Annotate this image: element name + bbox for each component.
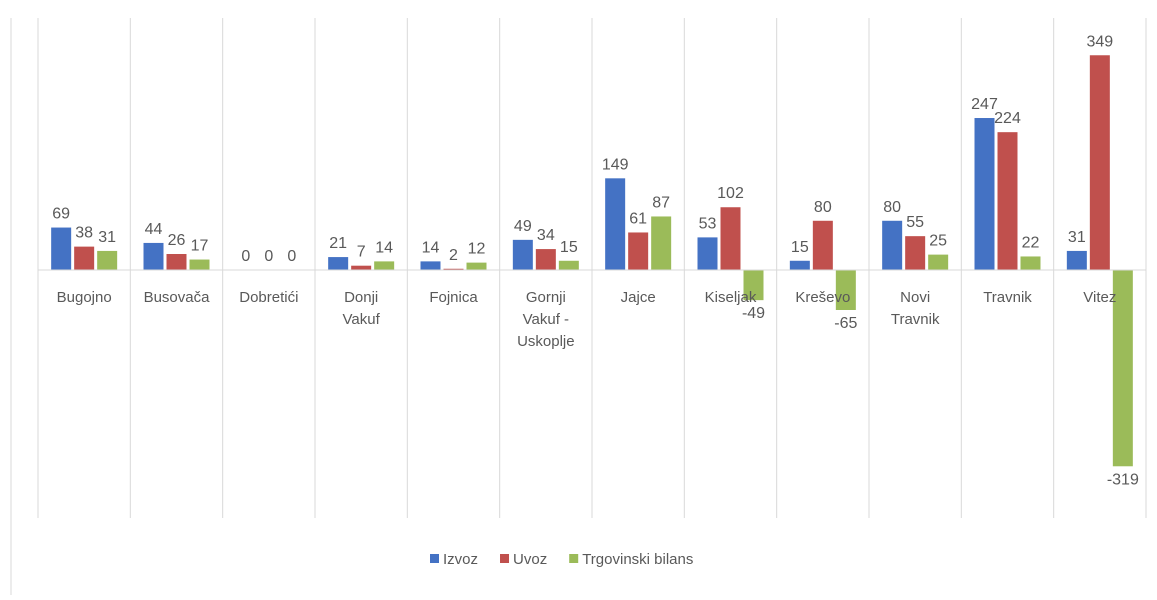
data-label: 12 xyxy=(468,241,486,258)
data-label: 25 xyxy=(929,233,947,250)
bar xyxy=(51,227,72,270)
bar xyxy=(420,261,441,270)
legend-swatch xyxy=(500,554,510,563)
data-label: 53 xyxy=(699,215,717,232)
data-label: -319 xyxy=(1107,471,1139,488)
data-label: 349 xyxy=(1086,33,1113,50)
category-label: Gornji Vakuf -Uskoplje xyxy=(517,289,575,350)
data-label: 61 xyxy=(629,210,647,227)
data-label: 2 xyxy=(449,247,458,264)
bar xyxy=(166,254,187,270)
bar xyxy=(143,242,164,270)
bar xyxy=(605,178,626,270)
bar xyxy=(1020,256,1041,270)
data-label: 26 xyxy=(168,232,186,249)
bar xyxy=(997,132,1018,270)
data-label: 55 xyxy=(906,214,924,231)
data-label: 0 xyxy=(241,248,250,265)
legend-swatch xyxy=(430,554,439,563)
data-label: 14 xyxy=(422,239,440,256)
bar xyxy=(720,207,741,270)
bar xyxy=(74,246,95,270)
data-label: 102 xyxy=(717,185,744,202)
data-label: -65 xyxy=(834,315,857,332)
data-label: 69 xyxy=(52,206,70,223)
data-label: 15 xyxy=(791,239,809,256)
data-label: 17 xyxy=(191,238,209,255)
category-label: Travnik xyxy=(983,289,1032,306)
bar xyxy=(374,261,395,270)
data-label: 224 xyxy=(994,110,1021,127)
bar xyxy=(535,249,556,270)
bar xyxy=(697,237,718,270)
data-label: 0 xyxy=(287,248,296,265)
category-label: Fojnica xyxy=(429,289,478,306)
data-label: 49 xyxy=(514,218,532,235)
legend-label: Izvoz xyxy=(443,551,478,568)
bar xyxy=(1112,270,1133,467)
bar xyxy=(651,216,672,270)
category-label: Donji Vakuf xyxy=(343,289,381,328)
bar xyxy=(812,220,833,270)
bars xyxy=(51,55,1133,467)
data-label: 22 xyxy=(1022,234,1040,251)
legend-label: Trgovinski bilans xyxy=(582,551,693,568)
bar xyxy=(789,260,810,270)
legend-swatch xyxy=(569,554,579,563)
category-label: Dobretići xyxy=(239,289,298,306)
bar xyxy=(558,260,579,270)
bar xyxy=(882,220,903,270)
data-label: 80 xyxy=(883,199,901,216)
category-label: Vitez xyxy=(1083,289,1116,306)
bar xyxy=(835,270,856,310)
legend-label: Uvoz xyxy=(513,551,547,568)
bar xyxy=(928,254,949,270)
category-label: Bugojno xyxy=(57,289,112,306)
data-label: 21 xyxy=(329,235,347,252)
bar xyxy=(512,239,533,270)
category-label: Kreševo xyxy=(795,289,850,306)
bar xyxy=(443,268,464,270)
data-label: 38 xyxy=(75,225,93,242)
data-label: 31 xyxy=(1068,229,1086,246)
category-gridlines xyxy=(10,18,1147,595)
bar xyxy=(1066,250,1087,270)
bar xyxy=(466,262,487,270)
data-label: 7 xyxy=(357,244,366,261)
category-label: Kiseljak xyxy=(705,289,757,306)
data-label: 44 xyxy=(145,221,163,238)
category-labels: Bugojno Busovača Dobretići Donji Vakuf Fojnic… xyxy=(57,289,1117,350)
data-label: 80 xyxy=(814,199,832,216)
bar xyxy=(97,250,118,270)
bar xyxy=(351,265,372,270)
bar xyxy=(743,270,764,301)
legend: Izvoz Uvoz Trgovinski bilans xyxy=(430,551,693,568)
data-label: 31 xyxy=(98,229,116,246)
category-label: Jajce xyxy=(621,289,656,306)
bar xyxy=(905,236,926,270)
category-label: Busovača xyxy=(144,289,211,306)
category-label: Novi Travnik xyxy=(891,289,940,328)
data-label: 247 xyxy=(971,96,998,113)
bar xyxy=(1089,55,1110,270)
data-label: 87 xyxy=(652,194,670,211)
data-label: 34 xyxy=(537,227,555,244)
bar xyxy=(189,259,210,270)
data-label: 15 xyxy=(560,239,578,256)
bar xyxy=(628,232,649,270)
data-label: 14 xyxy=(375,239,393,256)
data-label: 0 xyxy=(264,248,273,265)
bar xyxy=(328,257,349,270)
data-label: -49 xyxy=(742,305,765,322)
data-label: 149 xyxy=(602,156,629,173)
bar xyxy=(974,118,995,270)
